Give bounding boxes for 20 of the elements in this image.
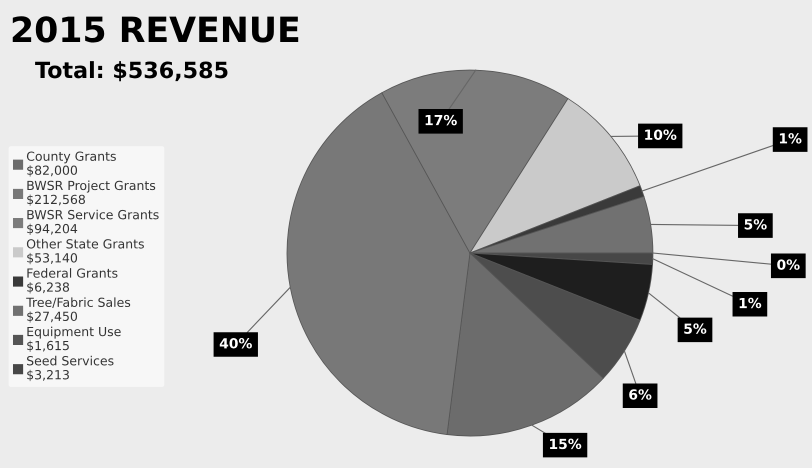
legend-label: Equipment Use $1,615	[27, 326, 121, 352]
data-label: 15%	[550, 438, 582, 450]
legend-label: Other State Grants $53,140	[26, 238, 144, 264]
text: 0%	[777, 259, 800, 270]
data-label: 17%	[426, 114, 457, 126]
data-label: 1%	[780, 133, 802, 144]
legend-label: Tree/Fabric Sales $27,450	[26, 297, 130, 323]
chart-title: 2015 REVENUE	[12, 16, 298, 42]
legend-label: Federal Grants $6,238	[27, 268, 118, 294]
chart-subtitle: Total: $536,585	[35, 61, 228, 82]
legend-label: BWSR Project Grants $212,568	[27, 180, 156, 206]
data-label: 1%	[740, 298, 762, 308]
data-label: 10%	[645, 129, 676, 140]
data-label: 5%	[744, 219, 767, 230]
legend-label: Seed Services $3,213	[27, 356, 114, 382]
legend-label: County Grants $82,000	[26, 151, 116, 177]
data-label: 6%	[629, 389, 652, 400]
legend-label: BWSR Service Grants $94,204	[27, 210, 159, 236]
data-label: 5%	[684, 323, 706, 334]
data-label: 40%	[220, 338, 252, 349]
